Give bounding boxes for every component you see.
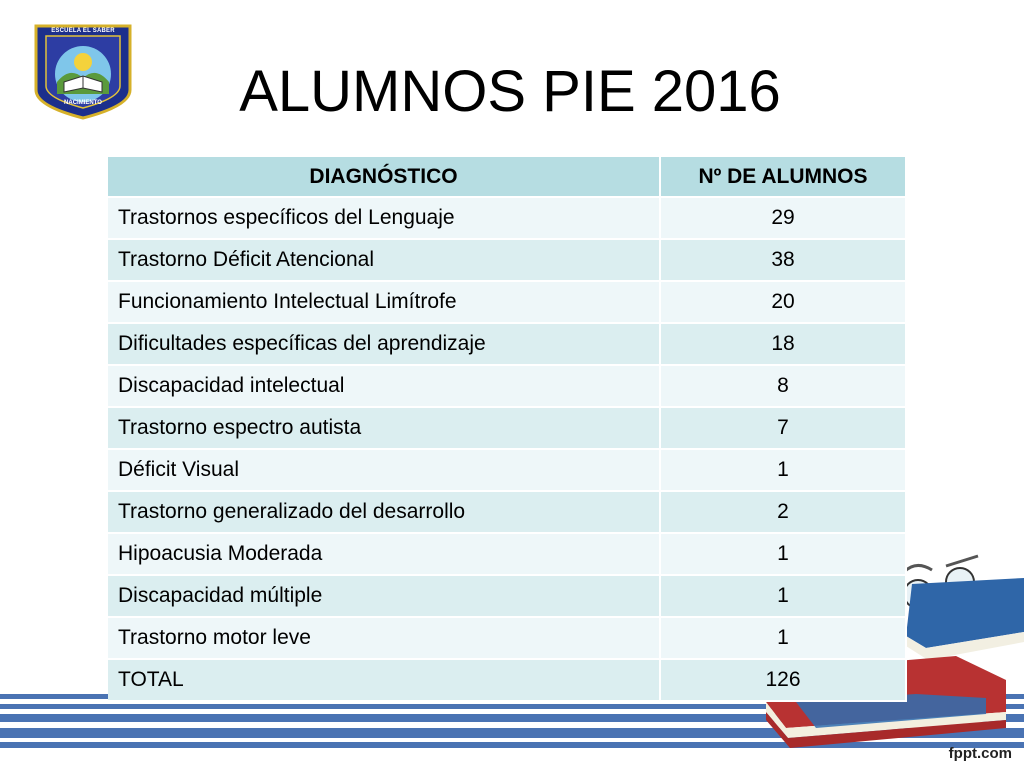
- table-row: Trastorno generalizado del desarrollo 2: [108, 492, 907, 534]
- cell-total-label: TOTAL: [108, 660, 661, 702]
- cell-diagnosis: Trastorno motor leve: [108, 618, 661, 660]
- table-row: Déficit Visual 1: [108, 450, 907, 492]
- footer-watermark: fppt.com: [948, 745, 1012, 762]
- cell-count: 29: [661, 198, 907, 240]
- cell-count: 1: [661, 576, 907, 618]
- cell-diagnosis: Discapacidad intelectual: [108, 366, 661, 408]
- header-diagnosis: DIAGNÓSTICO: [108, 157, 661, 198]
- cell-diagnosis: Funcionamiento Intelectual Limítrofe: [108, 282, 661, 324]
- cell-diagnosis: Hipoacusia Moderada: [108, 534, 661, 576]
- table-header-row: DIAGNÓSTICO Nº DE ALUMNOS: [108, 157, 907, 198]
- diagnosis-table: DIAGNÓSTICO Nº DE ALUMNOS Trastornos esp…: [108, 157, 907, 702]
- table-row: Funcionamiento Intelectual Limítrofe 20: [108, 282, 907, 324]
- table-row: Trastorno espectro autista 7: [108, 408, 907, 450]
- slide-title: ALUMNOS PIE 2016: [239, 59, 781, 124]
- table-row: Trastorno Déficit Atencional 38: [108, 240, 907, 282]
- table-row-total: TOTAL 126: [108, 660, 907, 702]
- cell-total-count: 126: [661, 660, 907, 702]
- cell-count: 1: [661, 534, 907, 576]
- cell-count: 38: [661, 240, 907, 282]
- cell-count: 1: [661, 450, 907, 492]
- cell-count: 20: [661, 282, 907, 324]
- table-row: Discapacidad intelectual 8: [108, 366, 907, 408]
- cell-diagnosis: Trastornos específicos del Lenguaje: [108, 198, 661, 240]
- logo-text-top: ESCUELA EL SABER: [51, 28, 115, 34]
- school-logo: ESCUELA EL SABER NACIMIENTO: [32, 22, 134, 122]
- cell-count: 2: [661, 492, 907, 534]
- cell-count: 8: [661, 366, 907, 408]
- table-row: Dificultades específicas del aprendizaje…: [108, 324, 907, 366]
- cell-diagnosis: Trastorno espectro autista: [108, 408, 661, 450]
- table-row: Discapacidad múltiple 1: [108, 576, 907, 618]
- cell-diagnosis: Déficit Visual: [108, 450, 661, 492]
- cell-diagnosis: Trastorno generalizado del desarrollo: [108, 492, 661, 534]
- header-count: Nº DE ALUMNOS: [661, 157, 907, 198]
- table-row: Hipoacusia Moderada 1: [108, 534, 907, 576]
- logo-text-bottom: NACIMIENTO: [64, 100, 102, 106]
- cell-diagnosis: Trastorno Déficit Atencional: [108, 240, 661, 282]
- cell-count: 18: [661, 324, 907, 366]
- table-row: Trastorno motor leve 1: [108, 618, 907, 660]
- cell-diagnosis: Discapacidad múltiple: [108, 576, 661, 618]
- cell-count: 7: [661, 408, 907, 450]
- table-row: Trastornos específicos del Lenguaje 29: [108, 198, 907, 240]
- cell-count: 1: [661, 618, 907, 660]
- cell-diagnosis: Dificultades específicas del aprendizaje: [108, 324, 661, 366]
